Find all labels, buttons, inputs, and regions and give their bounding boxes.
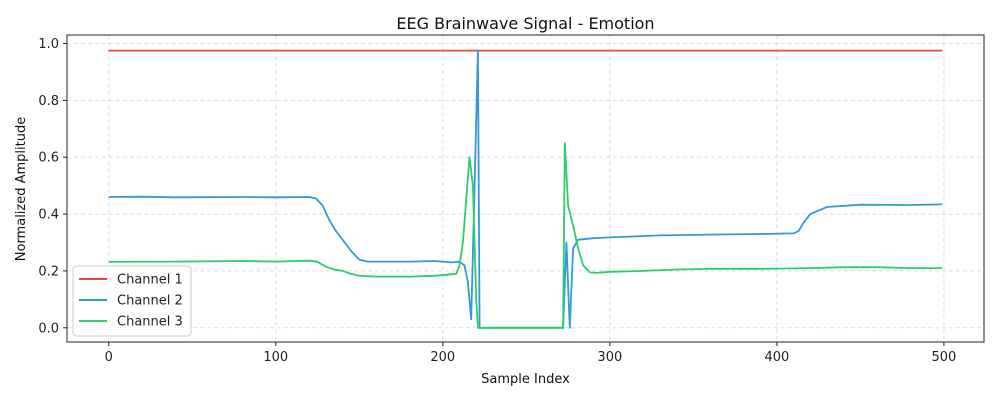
plot-frame bbox=[66, 34, 985, 343]
x-tick-label: 0 bbox=[105, 350, 113, 365]
x-tick-label: 200 bbox=[430, 350, 455, 365]
legend-label: Channel 2 bbox=[117, 294, 183, 309]
y-tick-label: 0.8 bbox=[38, 94, 59, 109]
y-axis-label: Normalized Amplitude bbox=[14, 117, 29, 261]
y-tick-label: 0.0 bbox=[38, 321, 59, 336]
legend-label: Channel 3 bbox=[117, 315, 183, 330]
y-tick-label: 1.0 bbox=[38, 37, 59, 52]
grid bbox=[67, 35, 984, 342]
y-tick-label: 0.6 bbox=[38, 151, 59, 166]
axis-ticks: 0 100 200 300 400 500 0.0 0.2 0.4 0.6 0.8 1.0 bbox=[38, 37, 956, 365]
x-tick-label: 500 bbox=[931, 350, 956, 365]
y-tick-label: 0.2 bbox=[38, 264, 59, 279]
series-lines bbox=[108, 49, 943, 329]
legend-label: Channel 1 bbox=[117, 273, 183, 288]
legend-box bbox=[72, 265, 192, 337]
x-tick-label: 100 bbox=[263, 350, 288, 365]
y-tick-label: 0.4 bbox=[38, 208, 59, 223]
series-line-channel-2 bbox=[108, 49, 943, 329]
series-line-channel-3 bbox=[108, 142, 943, 329]
x-tick-label: 300 bbox=[597, 350, 622, 365]
chart-title: EEG Brainwave Signal - Emotion bbox=[396, 14, 654, 33]
x-tick-label: 400 bbox=[764, 350, 789, 365]
x-axis-label: Sample Index bbox=[481, 372, 570, 387]
legend: Channel 1 Channel 2 Channel 3 bbox=[72, 265, 192, 337]
